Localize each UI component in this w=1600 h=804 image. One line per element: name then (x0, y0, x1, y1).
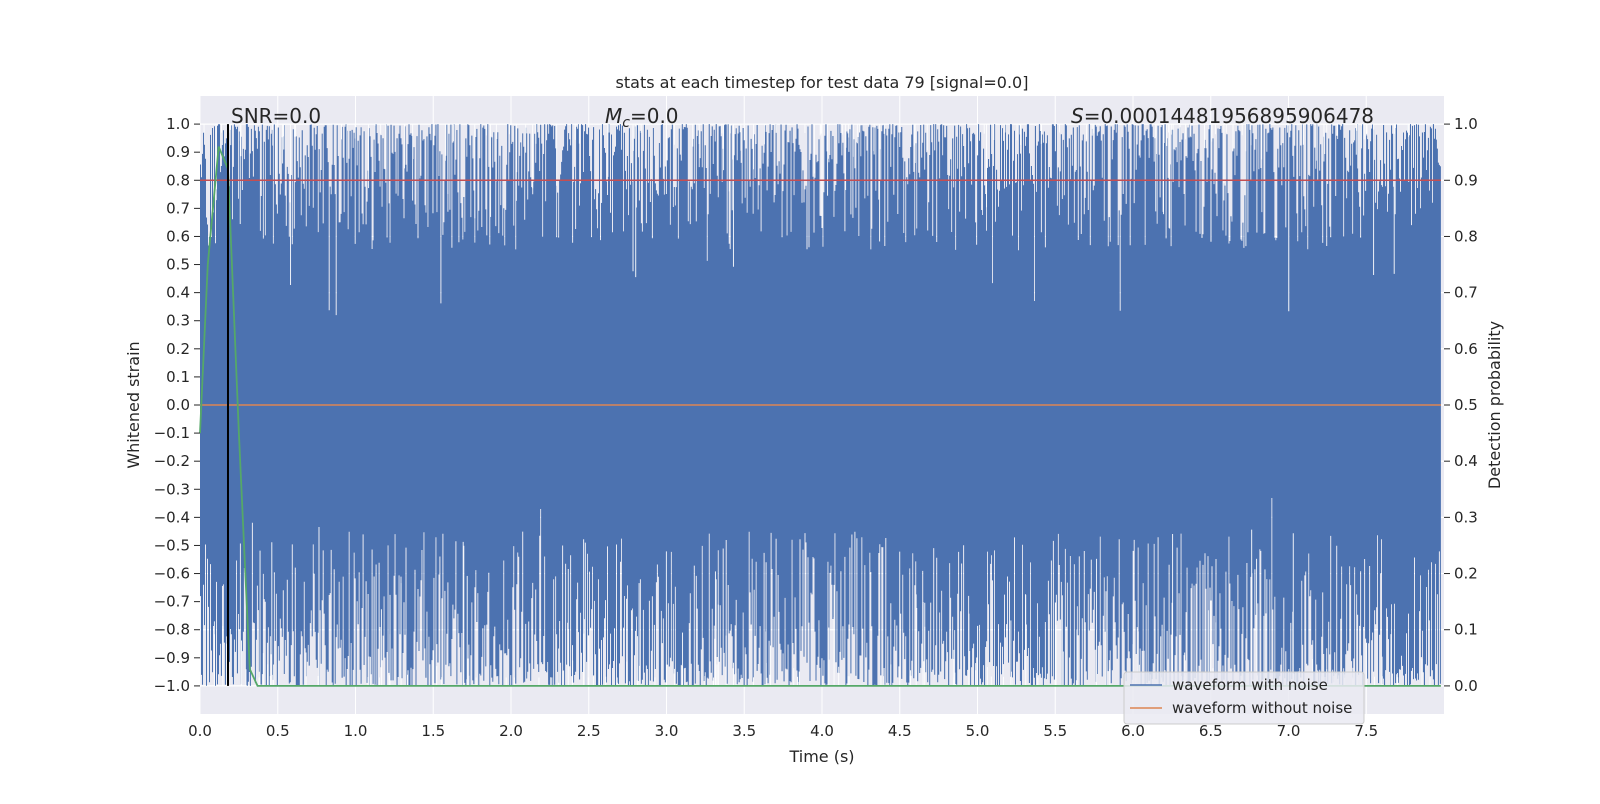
chirp-mass-annotation: Mc=0.0 (605, 104, 679, 131)
x-tick-label: 1.5 (421, 722, 445, 740)
x-tick-label: 2.0 (499, 722, 523, 740)
y-right-tick-label: 0.2 (1454, 565, 1478, 583)
s-symbol: S (1071, 104, 1084, 128)
y-left-tick-label: 0.9 (166, 143, 190, 161)
y-right-tick-label: 0.6 (1454, 340, 1478, 358)
x-tick-label: 4.5 (888, 722, 912, 740)
x-tick-label: 0.0 (188, 722, 212, 740)
y-left-tick-label: 0.3 (166, 312, 190, 330)
x-tick-label: 5.5 (1043, 722, 1067, 740)
y-right-tick-label: 0.3 (1454, 508, 1478, 526)
y-left-tick-label: 1.0 (166, 115, 190, 133)
x-ticks: 0.0 0.5 1.0 1.5 2.0 2.5 3.0 3.5 4.0 4.5 5.0 5.5 6.0 6… (188, 722, 1378, 740)
y-left-tick-label: −0.5 (154, 536, 190, 554)
x-tick-label: 3.0 (655, 722, 679, 740)
x-tick-label: 7.0 (1277, 722, 1301, 740)
y-axis-right-label: Detection probability (1485, 321, 1504, 489)
x-tick-label: 7.5 (1354, 722, 1378, 740)
y-left-tick-label: 0.8 (166, 171, 190, 189)
y-right-ticks: 1.0 0.9 0.8 0.7 0.6 0.5 0.4 0.3 0.2 0.1 0.0 (1444, 115, 1478, 695)
series-lines (199, 124, 1441, 687)
x-tick-label: 2.5 (577, 722, 601, 740)
y-right-tick-label: 0.0 (1454, 677, 1478, 695)
y-left-tick-label: −0.4 (154, 508, 190, 526)
y-left-tick-label: −1.0 (154, 677, 190, 695)
legend-box (1123, 671, 1365, 725)
x-tick-label: 3.5 (732, 722, 756, 740)
x-tick-label: 1.0 (344, 722, 368, 740)
x-axis-label: Time (s) (788, 747, 854, 766)
y-left-tick-label: −0.9 (154, 649, 190, 667)
mc-symbol: M (605, 104, 622, 128)
y-right-tick-label: 0.5 (1454, 396, 1478, 414)
legend: waveform with noise waveform without noi… (1123, 671, 1365, 725)
x-tick-label: 0.5 (266, 722, 290, 740)
y-right-tick-label: 1.0 (1454, 115, 1478, 133)
x-tick-label: 4.0 (810, 722, 834, 740)
y-left-tick-label: −0.6 (154, 565, 190, 583)
y-left-tick-label: −0.8 (154, 621, 190, 639)
s-value: =0.00014481956895906478 (1084, 104, 1374, 128)
y-left-tick-label: 0.1 (166, 368, 190, 386)
y-right-tick-label: 0.1 (1454, 621, 1478, 639)
x-tick-label: 5.0 (966, 722, 990, 740)
y-right-tick-label: 0.8 (1454, 227, 1478, 245)
y-right-tick-label: 0.9 (1454, 171, 1478, 189)
y-left-tick-label: 0.7 (166, 199, 190, 217)
snr-annotation: SNR=0.0 (231, 104, 321, 128)
y-left-tick-label: −0.2 (154, 452, 190, 470)
x-tick-label: 6.5 (1199, 722, 1223, 740)
mc-value: =0.0 (630, 104, 679, 128)
y-left-tick-label: 0.5 (166, 256, 190, 274)
chart-title: stats at each timestep for test data 79 … (616, 73, 1029, 92)
y-left-tick-label: −0.7 (154, 593, 190, 611)
y-left-tick-label: 0.0 (166, 396, 190, 414)
mc-subscript: c (622, 115, 630, 131)
y-right-tick-label: 0.7 (1454, 284, 1478, 302)
y-left-ticks: 1.0 0.9 0.8 0.7 0.6 0.5 0.4 0.3 0.2 0.1 0.0 −0.1 −0.… (154, 115, 200, 695)
legend-label-noise: waveform with noise (1172, 676, 1328, 694)
y-left-tick-label: 0.2 (166, 340, 190, 358)
y-left-tick-label: 0.6 (166, 227, 190, 245)
s-annotation: S=0.00014481956895906478 (1071, 104, 1374, 128)
series-detection-probability (199, 146, 1441, 687)
x-tick-label: 6.0 (1121, 722, 1145, 740)
y-left-tick-label: −0.3 (154, 480, 190, 498)
y-right-tick-label: 0.4 (1454, 452, 1478, 470)
y-left-tick-label: 0.4 (166, 284, 190, 302)
legend-label-clean: waveform without noise (1172, 699, 1352, 717)
y-left-tick-label: −0.1 (154, 424, 190, 442)
y-axis-left-label: Whitened strain (124, 341, 143, 468)
